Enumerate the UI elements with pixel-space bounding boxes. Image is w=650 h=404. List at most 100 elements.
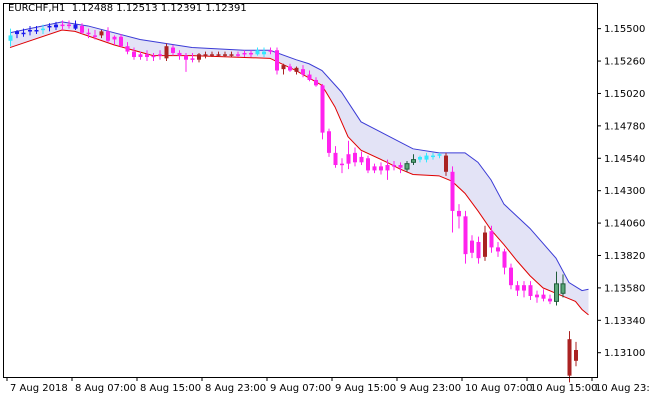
candle-body [171,47,175,53]
candle [190,52,195,63]
candle-body [197,54,201,60]
candle [379,162,383,175]
candle [411,154,416,166]
candle [8,28,13,47]
y-tick-label: 1.13340 [604,316,645,327]
candle [145,50,149,62]
candle [197,52,201,63]
candle-body [216,54,221,56]
candle-body [145,54,149,58]
x-tick-label: 9 Aug 07:00 [270,383,331,394]
x-tick-label: 10 Aug 15:00 [530,383,597,394]
candle-body [476,241,481,259]
y-tick-label: 1.13820 [604,251,645,262]
candle-body [515,285,520,291]
candle-body [132,51,136,58]
candle-body [340,163,344,166]
candle [301,65,305,78]
candle-body [359,156,364,163]
x-tick-label: 10 Aug 23:00 [595,383,650,394]
candle-body [541,294,546,299]
candle [398,162,403,174]
candle [307,70,312,82]
candle [502,248,507,275]
candle-body [99,31,104,36]
candle-body [314,79,318,86]
candle-body [15,31,19,35]
candle-body [229,54,234,56]
candle-body [489,231,494,248]
candle-body [86,32,91,35]
candle-body [164,46,169,59]
candle [489,225,494,253]
candle [203,51,208,59]
candle-body [242,52,247,55]
x-tick-label: 8 Aug 07:00 [75,383,136,394]
candle-body [548,298,552,302]
candle [359,151,364,166]
candle-body [398,165,403,168]
band-fill [10,21,589,315]
candle [262,47,266,58]
candle-body [450,171,455,211]
candle-body [535,294,539,298]
candle-body [424,155,429,160]
candle-body [288,66,292,71]
upper-band-line [9,21,589,292]
y-tick-label: 1.15260 [604,57,645,68]
candle [255,47,260,56]
candle [73,20,78,31]
candle [392,160,396,171]
candle [229,51,234,58]
candle-body [41,28,45,31]
candle-body [223,54,227,56]
candle-body [151,55,156,58]
x-tick-label: 9 Aug 23:00 [400,383,461,394]
candle [320,84,325,140]
symbol-name: EURCHF,H1 [8,3,66,14]
candle [171,44,175,56]
candle-body [255,50,260,55]
candle [528,281,533,301]
candle [132,47,136,60]
candle-body [67,24,71,27]
candle-body [54,24,58,28]
candle [418,155,422,163]
candle-body [112,36,117,40]
candle-body [418,156,422,160]
candle-body [275,50,279,71]
candle-body [385,165,390,171]
candle [483,225,487,261]
candle [560,274,566,298]
candle [574,341,578,367]
candle [535,290,539,303]
candle-body [47,25,52,28]
candle-body [502,251,507,268]
y-tick-label: 1.13100 [604,348,645,359]
candle [476,236,481,264]
candle-body [158,54,162,56]
candle [496,241,500,257]
candle [93,30,97,40]
candle [177,50,182,60]
candle-body [457,210,461,217]
candle [86,28,91,39]
candle [366,155,370,174]
candle [457,204,461,229]
candle [119,34,123,48]
candle [294,66,299,75]
candle [275,47,279,75]
candle [463,210,468,264]
candle-body [372,166,377,171]
candle [372,163,377,174]
candle [184,52,188,72]
x-tick-label: 8 Aug 15:00 [140,383,201,394]
candle-body [496,247,500,252]
candle-body [262,51,266,55]
candle [249,50,253,58]
candle-body [528,285,533,296]
candle [236,51,240,58]
candle [450,166,455,233]
candle [509,263,513,290]
candle-body [8,35,13,41]
